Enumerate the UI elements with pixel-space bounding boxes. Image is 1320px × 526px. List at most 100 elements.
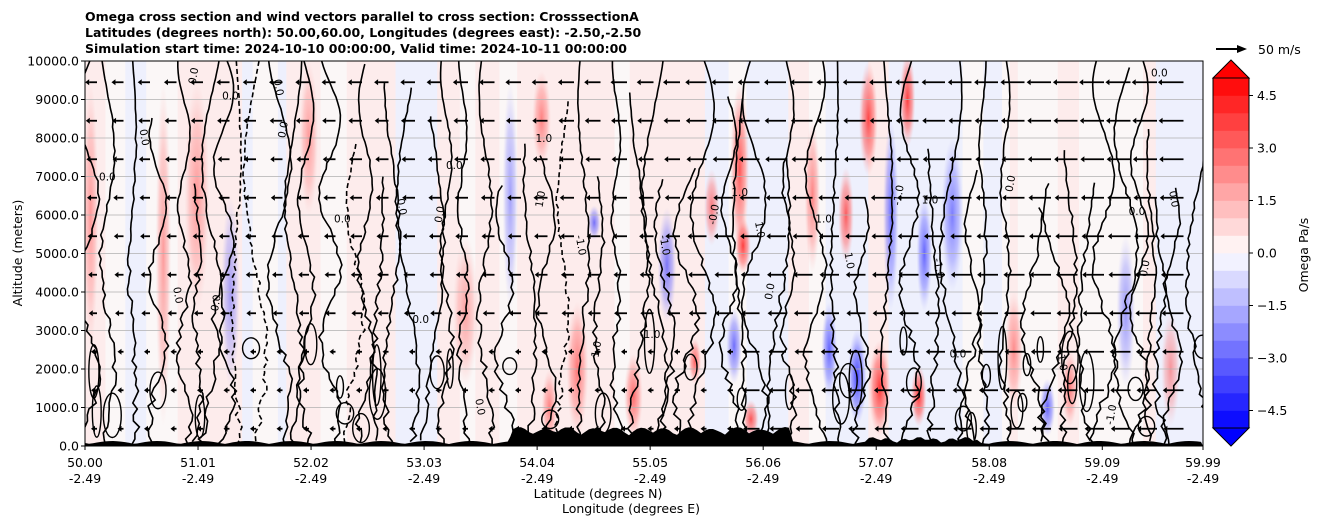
wind-vector-head	[167, 310, 172, 317]
colorbar-segment	[1213, 183, 1249, 201]
wind-vector-head	[86, 194, 91, 201]
wind-vector-head	[1109, 310, 1114, 317]
wind-vector-head	[559, 156, 564, 163]
wind-vector-head	[427, 117, 432, 124]
contour-loop	[848, 349, 863, 412]
colorbar-segment	[1213, 358, 1249, 376]
wind-vector-head	[507, 194, 512, 201]
contour-line	[1128, 61, 1151, 446]
contour-label: 1.0	[589, 340, 604, 359]
wind-vector-head	[1080, 156, 1085, 163]
quiver-key-label: 50 m/s	[1258, 42, 1301, 57]
contour-loop	[1061, 330, 1079, 385]
wind-vector-head	[1028, 194, 1033, 201]
wind-vector-head	[952, 348, 957, 355]
contour-line	[354, 63, 376, 443]
wind-vector-head	[144, 348, 148, 355]
wind-vector-head	[1132, 117, 1137, 124]
wind-vector-head	[712, 117, 717, 124]
wind-vector-head	[715, 310, 720, 317]
wind-vector-head	[1002, 194, 1007, 201]
wind-vector-head	[515, 387, 519, 394]
wind-vector-head	[791, 156, 796, 163]
wind-vector-head	[349, 156, 354, 163]
x-tick-label-lon: -2.49	[408, 471, 440, 486]
wind-vector-head	[1107, 194, 1112, 201]
wind-vector-head	[88, 310, 93, 317]
wind-vector-head	[163, 79, 168, 86]
wind-vector-head	[1135, 348, 1140, 355]
wind-vector-head	[974, 79, 979, 86]
wind-vector-head	[323, 233, 328, 240]
colorbar-segment	[1213, 218, 1249, 236]
wind-vector-head	[742, 387, 747, 394]
wind-vector-head	[613, 271, 618, 278]
wind-vector-head	[637, 156, 642, 163]
x-tick-label-lat: 50.00	[67, 455, 103, 470]
wind-vector-head	[1106, 156, 1111, 163]
colorbar-segment	[1213, 148, 1249, 166]
wind-vector-head	[897, 233, 902, 240]
wind-vector-head	[1027, 156, 1032, 163]
contour-label: 0.0	[433, 205, 448, 224]
x-tick-label-lat: 51.01	[180, 455, 216, 470]
contour-loop	[335, 401, 355, 425]
y-tick-label: 7000.0	[35, 169, 79, 184]
wind-vector-head	[768, 387, 773, 394]
wind-vector-head	[298, 271, 303, 278]
wind-vector-head	[303, 348, 307, 355]
wind-vector-head	[647, 425, 652, 432]
wind-vector-head	[977, 271, 982, 278]
wind-vector-head	[270, 156, 275, 163]
wind-vector-head	[144, 425, 148, 432]
wind-vector-head	[793, 310, 798, 317]
wind-vector-head	[324, 271, 329, 278]
y-tick-label: 6000.0	[35, 208, 79, 223]
wind-vector-head	[295, 79, 300, 86]
wind-vector-head	[1053, 117, 1058, 124]
colorbar-extend-min	[1211, 427, 1251, 447]
wind-vector-head	[639, 233, 644, 240]
wind-vector-head	[821, 425, 826, 432]
wind-vector-head	[382, 425, 387, 432]
wind-vector-head	[848, 425, 853, 432]
contour-loop	[954, 405, 973, 432]
wind-vector-head	[137, 79, 142, 86]
contour-label: 0.0	[170, 286, 185, 305]
wind-vector-head	[700, 348, 705, 355]
wind-vector-head	[700, 387, 705, 394]
wind-vector-head	[322, 156, 327, 163]
wind-vector-head	[139, 194, 144, 201]
wind-vector-head	[1079, 117, 1084, 124]
wind-vector-head	[402, 233, 407, 240]
wind-vector-head	[700, 425, 705, 432]
wind-vector-head	[481, 233, 486, 240]
wind-vector-head	[727, 348, 731, 355]
wind-vector-head	[873, 387, 878, 394]
omega-feature	[726, 307, 742, 385]
wind-vector-head	[740, 271, 745, 278]
wind-vector-head	[269, 117, 274, 124]
wind-vector-head	[870, 194, 875, 201]
wind-vector-head	[647, 348, 652, 355]
contour-line	[317, 61, 343, 446]
x-tick-label-lat: 59.99	[1185, 455, 1221, 470]
wind-vector-head	[922, 117, 927, 124]
wind-vector-head	[846, 310, 851, 317]
wind-vector-head	[1159, 156, 1164, 163]
wind-vector-head	[1005, 387, 1010, 394]
wind-vector-head	[975, 156, 980, 163]
wind-vector-head	[843, 117, 848, 124]
colorbar-segment	[1213, 323, 1249, 341]
wind-vector-head	[978, 387, 983, 394]
contour-line	[370, 176, 386, 441]
wind-vector-head	[927, 425, 932, 432]
wind-vector-head	[899, 348, 904, 355]
wind-vector-head	[923, 194, 928, 201]
wind-vector-head	[817, 156, 822, 163]
wind-vector-head	[1004, 348, 1009, 355]
wind-vector-head	[515, 348, 519, 355]
contour-line	[851, 197, 872, 445]
x-tick-label-lon: -2.49	[182, 471, 214, 486]
